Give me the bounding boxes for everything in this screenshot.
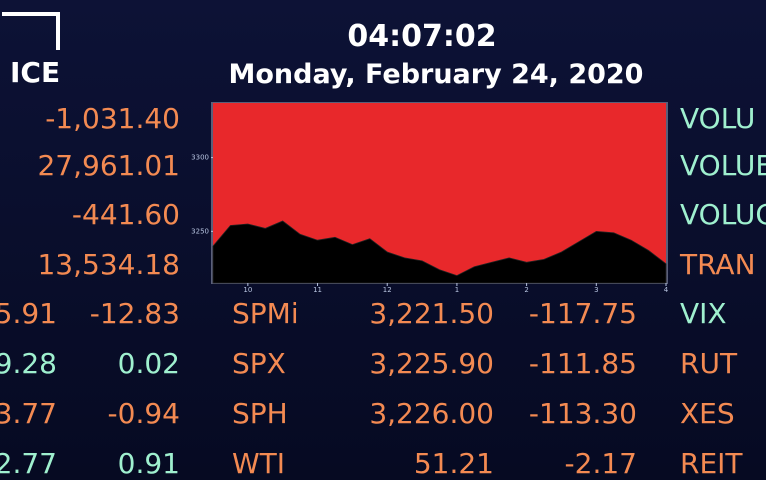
quote-cell: SPMi: [232, 297, 299, 330]
quote-cell: 9.28: [0, 347, 57, 380]
x-tick-label: 10: [243, 286, 252, 294]
quote-cell: -117.75: [529, 297, 637, 330]
y-tick-label: 3250: [191, 227, 209, 235]
quote-cell: -113.30: [529, 397, 637, 430]
logo-frame: [2, 12, 60, 50]
quote-cell: 0.02: [118, 347, 180, 380]
x-tick-label: 4: [664, 286, 669, 294]
x-tick-label: 1: [455, 286, 459, 294]
quote-cell: 3,225.90: [369, 347, 494, 380]
symbol-label: TRAN: [679, 248, 756, 281]
quote-cell: SPH: [232, 397, 288, 430]
x-tick-label: 3: [594, 286, 598, 294]
y-tick-label: 3300: [191, 154, 209, 162]
quote-cell: -2.17: [565, 447, 637, 480]
index-value: -441.60: [72, 198, 180, 231]
symbol-label: VOLU: [680, 102, 755, 135]
index-value: 13,534.18: [37, 248, 180, 281]
index-value: 27,961.01: [37, 149, 180, 182]
price-area: [212, 220, 667, 284]
quote-cell: 0.91: [118, 447, 180, 480]
symbol-label: VOLUE: [680, 149, 766, 182]
quote-cell: 3,221.50: [369, 297, 494, 330]
x-tick-label: 12: [383, 286, 392, 294]
x-tick-label: 11: [313, 286, 322, 294]
symbol-label: XES: [680, 397, 735, 430]
x-tick-label: 2: [524, 286, 528, 294]
quote-cell: 3.77: [0, 397, 57, 430]
time: 04:07:02: [347, 19, 496, 54]
date: Monday, February 24, 2020: [229, 59, 644, 90]
logo: ICE: [10, 56, 60, 89]
quote-cell: 3,226.00: [369, 397, 494, 430]
quote-cell: SPX: [232, 347, 286, 380]
quote-cell: 2.77: [0, 447, 57, 480]
quote-cell: WTI: [232, 447, 285, 480]
quote-cell: -12.83: [90, 297, 180, 330]
quote-cell: 5.91: [0, 297, 57, 330]
quote-cell: -0.94: [108, 397, 180, 430]
index-value: -1,031.40: [45, 102, 180, 135]
symbol-label: REIT: [680, 447, 743, 480]
quote-cell: -111.85: [529, 347, 637, 380]
symbol-label: VIX: [680, 297, 727, 330]
symbol-label: VOLUC: [680, 198, 766, 231]
symbol-label: RUT: [680, 347, 738, 380]
quote-cell: 51.21: [414, 447, 494, 480]
